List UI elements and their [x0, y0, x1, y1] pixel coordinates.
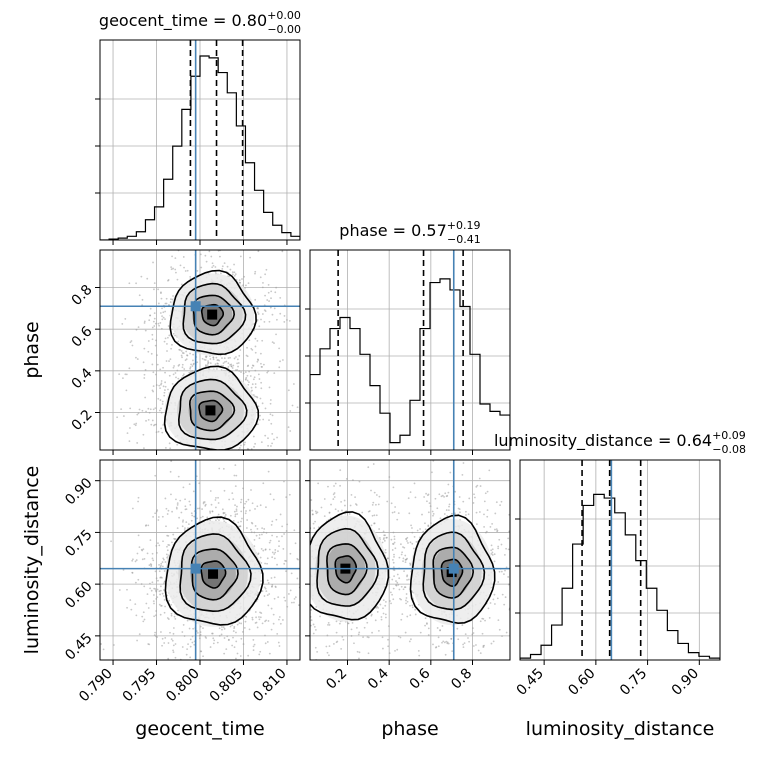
panel-frame [99, 249, 301, 451]
y-tick-label: 0.75 [62, 527, 95, 560]
joint-panel-geocent_time-luminosity_distance [95, 459, 301, 665]
x-axis-label: geocent_time [135, 718, 264, 740]
y-tick-label: 0.4 [69, 365, 96, 392]
x-tick-label: 0.90 [669, 666, 702, 699]
hist-panel-luminosity_distance [515, 459, 721, 665]
x-tick-label: 0.4 [365, 665, 392, 692]
y-tick-label: 0.90 [62, 475, 95, 508]
contour-line [163, 365, 260, 450]
x-tick-label: 0.6 [407, 665, 434, 692]
joint-panel-geocent_time-phase [95, 249, 301, 455]
x-tick-label: 0.45 [514, 666, 547, 699]
x-tick-label: 0.60 [565, 666, 598, 699]
hist-panel-geocent_time [95, 39, 301, 245]
panel-frame [309, 249, 511, 451]
x-tick-label: 0.790 [76, 666, 116, 706]
y-tick-label: 0.60 [62, 578, 95, 611]
x-tick-label: 0.75 [617, 666, 650, 699]
contour-line [177, 378, 248, 441]
truth-marker [190, 563, 201, 574]
contour-line [182, 282, 247, 345]
joint-panel-phase-luminosity_distance [305, 459, 511, 665]
x-tick-label: 0.800 [163, 666, 203, 706]
truth-marker [448, 563, 459, 574]
contour-line [198, 399, 224, 423]
x-tick-label: 0.810 [250, 666, 290, 706]
panel-title: phase = 0.57+0.19 −0.41 [339, 219, 480, 246]
contour-line [422, 531, 486, 611]
x-tick-label: 0.795 [120, 666, 160, 706]
contour-line [440, 558, 464, 588]
y-axis-label: phase [21, 321, 43, 378]
panel-frame [519, 459, 721, 661]
y-axis-label: luminosity_distance [21, 466, 43, 655]
histogram-phase [310, 278, 510, 450]
contour-line [409, 514, 496, 625]
contour-line [179, 533, 252, 613]
y-tick-label: 0.8 [69, 282, 96, 309]
histogram-geocent_time [100, 55, 300, 240]
contour-line [169, 269, 257, 356]
panel-title: luminosity_distance = 0.64+0.09 −0.08 [494, 429, 746, 456]
contour-line [164, 516, 264, 626]
contour-line [188, 390, 236, 432]
x-tick-label: 0.805 [207, 666, 247, 706]
y-tick-label: 0.45 [62, 630, 95, 663]
contour-line [432, 546, 475, 599]
y-tick-label: 0.2 [69, 407, 96, 434]
y-tick-label: 0.6 [69, 323, 96, 350]
panel-frame [99, 459, 301, 661]
contour-line [200, 560, 227, 589]
contour-line [192, 294, 236, 336]
contour-line [310, 511, 390, 621]
x-axis-label: luminosity_distance [526, 718, 715, 740]
contour-line [190, 548, 239, 601]
truth-marker [190, 301, 201, 312]
hist-panel-phase [305, 249, 511, 455]
panel-title: geocent_time = 0.80+0.00 −0.00 [99, 9, 301, 36]
x-tick-label: 0.8 [448, 666, 475, 693]
x-tick-label: 0.2 [323, 666, 350, 693]
panel-frame [309, 459, 511, 661]
x-axis-label: phase [381, 718, 438, 740]
panel-frame [99, 39, 301, 241]
histogram-luminosity_distance [520, 493, 720, 660]
